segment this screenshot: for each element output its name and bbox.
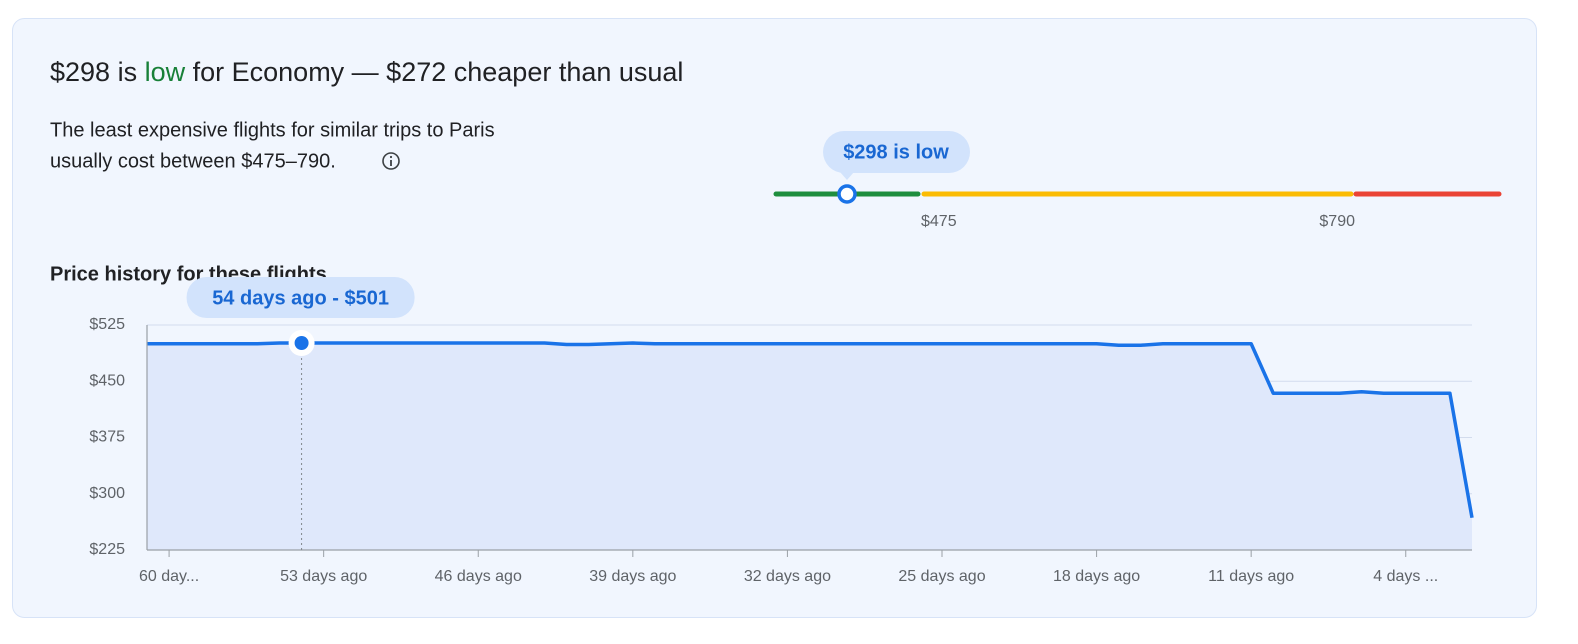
range-label: $790 <box>1319 213 1355 230</box>
x-tick-label: 18 days ago <box>1053 568 1140 585</box>
x-tick-label: 11 days ago <box>1208 568 1294 585</box>
price-area <box>147 343 1472 550</box>
y-tick-label: $450 <box>89 372 125 389</box>
description-line: usually cost between $475–790. <box>50 150 336 172</box>
headline: $298 is low for Economy — $272 cheaper t… <box>50 57 683 87</box>
x-tick-label: 39 days ago <box>589 568 676 585</box>
price-line <box>147 341 1474 519</box>
y-tick-label: $525 <box>89 316 125 333</box>
price-tooltip <box>823 131 971 173</box>
x-tick-label: 53 days ago <box>280 568 367 585</box>
price-tooltip-text: $298 is low <box>843 141 949 163</box>
info-icon[interactable] <box>382 152 400 170</box>
hover-point <box>294 336 309 350</box>
hover-tooltip <box>186 277 415 318</box>
range-label: $475 <box>921 213 957 230</box>
y-tick-label: $225 <box>89 541 125 558</box>
tooltip-pointer <box>840 172 855 180</box>
current-price-marker <box>837 184 857 204</box>
description-line: The least expensive flights for similar … <box>50 119 495 141</box>
y-tick-label: $375 <box>89 429 125 446</box>
y-tick-label: $300 <box>89 485 125 502</box>
x-tick-label: 4 days ... <box>1373 568 1438 585</box>
x-tick-label: 32 days ago <box>744 568 831 585</box>
x-tick-label: 25 days ago <box>898 568 985 585</box>
x-tick-label: 60 day... <box>139 568 199 585</box>
x-tick-label: 46 days ago <box>435 568 522 585</box>
hover-tooltip-text: 54 days ago - $501 <box>212 287 389 309</box>
headline-highlight: low <box>145 57 186 87</box>
headline-start: $298 is <box>50 57 137 87</box>
headline-end: for Economy — $272 cheaper than usual <box>193 57 684 87</box>
